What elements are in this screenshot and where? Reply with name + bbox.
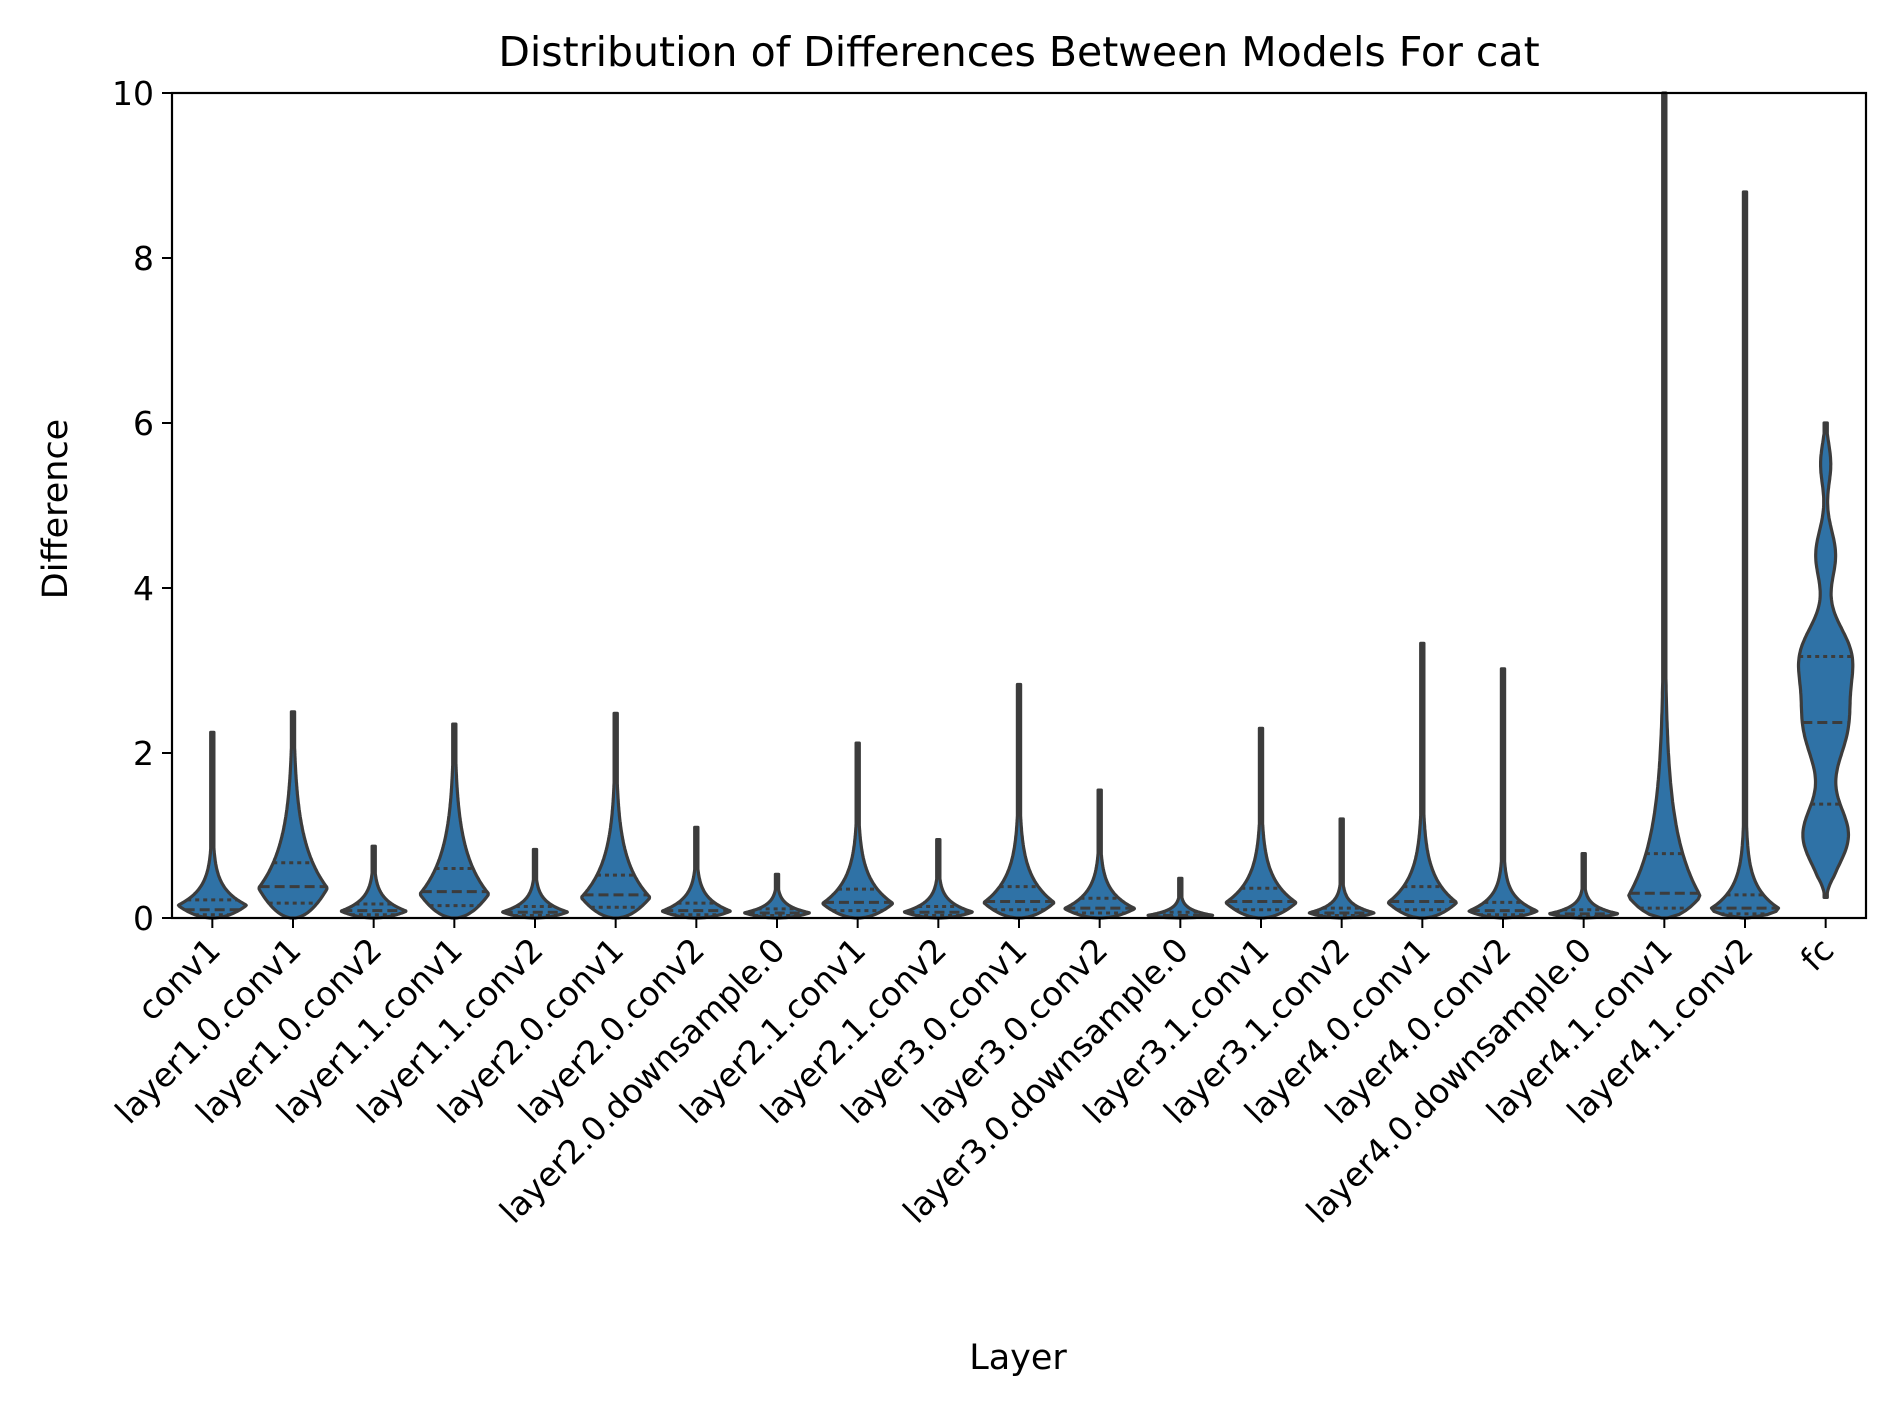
violin-body [743,872,811,920]
violin-body [1467,667,1539,920]
chart-title: Distribution of Differences Between Mode… [498,28,1539,76]
violin-body [902,838,974,920]
violin-body [418,722,490,920]
violin-body [1386,641,1458,920]
violin-body [1063,788,1136,920]
y-tick-label: 2 [133,734,154,773]
y-tick-label: 0 [133,899,154,938]
violin-body [982,682,1056,920]
y-tick-label: 6 [133,404,154,443]
y-axis: 0 2 4 6 8 10 [112,74,172,938]
violin-body [1627,91,1702,920]
x-axis: conv1layer1.0.conv1layer1.0.conv2layer1.… [107,918,1841,1231]
violin-body [1709,190,1781,920]
violin-body [821,741,894,920]
violin-body [501,847,569,920]
violin-body [580,711,652,920]
violin-body [1224,726,1298,920]
y-tick-label: 10 [112,74,154,113]
violin-body [1307,817,1376,920]
violin-body [257,710,329,920]
y-axis-label: Difference [36,419,76,599]
x-tick-label: fc [1793,930,1842,979]
violin-body [1146,876,1215,920]
violin-body [339,844,408,920]
violin-body [1796,421,1855,899]
violins-group [176,91,1855,920]
y-tick-label: 8 [133,239,154,278]
y-tick-label: 4 [133,569,154,608]
violin-body [1548,852,1620,920]
x-axis-label: Layer [969,1338,1067,1378]
violin-body [176,730,248,920]
violin-body [660,825,732,920]
